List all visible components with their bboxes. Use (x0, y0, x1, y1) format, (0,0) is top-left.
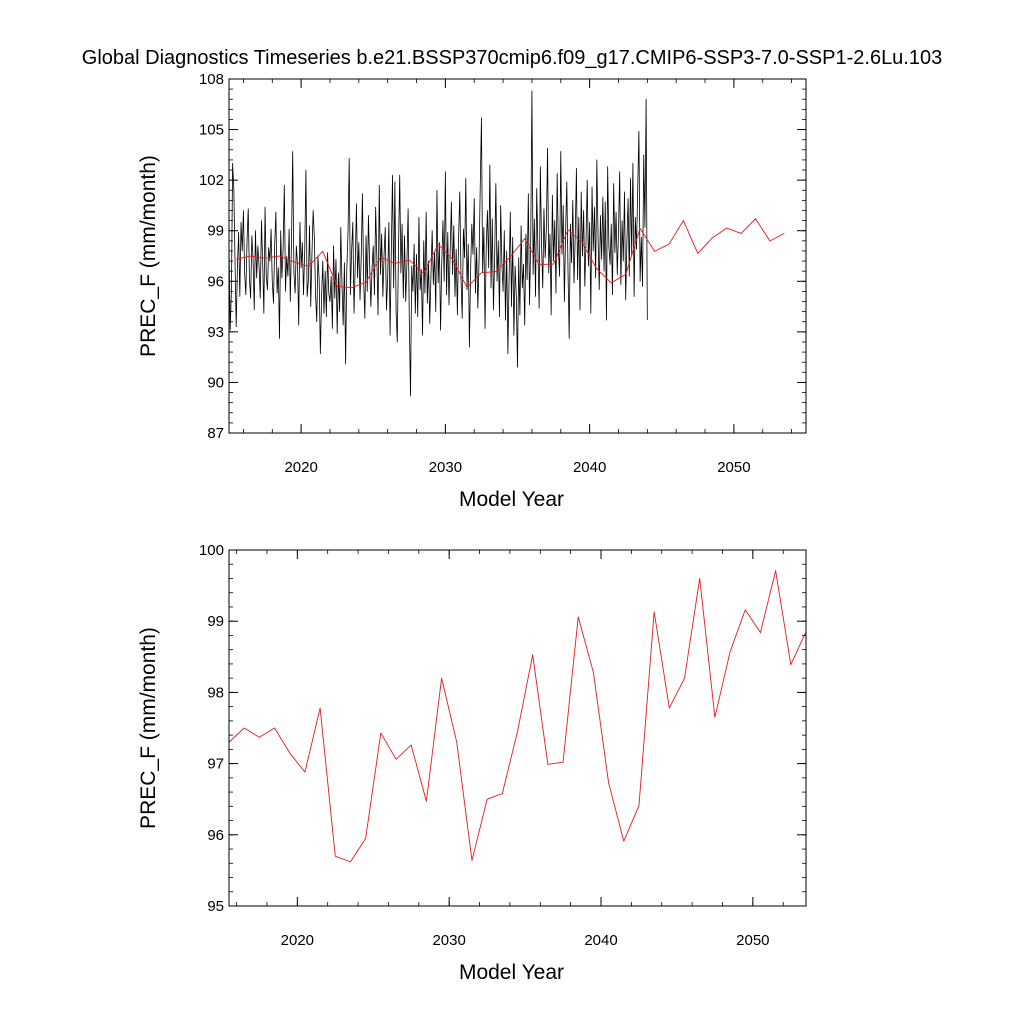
y-axis-label: PREC_F (mm/month) (137, 627, 160, 829)
y-tick-label: 102 (199, 172, 224, 189)
y-tick-label: 96 (207, 827, 224, 844)
x-tick-label: 2030 (429, 459, 462, 476)
annual-mean-series-line (228, 570, 807, 863)
plot-frame (228, 549, 807, 907)
monthly-timeseries-panel: 87 90 93 96 99 102 105 108 2020 2030 2040 2050 Model… (137, 71, 807, 511)
x-tick-label: 2020 (281, 932, 314, 949)
y-tick-label: 98 (207, 684, 224, 701)
y-tick-label: 93 (207, 324, 224, 341)
annual-timeseries-panel: 95 96 97 98 99 100 2020 2030 2040 2050 Model Year P… (137, 542, 807, 984)
y-tick-label: 96 (207, 273, 224, 290)
y-axis-label: PREC_F (mm/month) (137, 155, 160, 357)
x-tick-label: 2030 (432, 932, 465, 949)
x-tick-label: 2050 (717, 459, 750, 476)
figure-title: Global Diagnostics Timeseries b.e21.BSSP… (82, 47, 942, 69)
y-tick-label: 87 (207, 425, 224, 442)
y-tick-label: 100 (199, 542, 224, 559)
y-tick-label: 108 (199, 71, 224, 88)
x-tick-label: 2050 (736, 932, 769, 949)
monthly-series-line (228, 90, 648, 397)
x-tick-label: 2020 (284, 459, 317, 476)
annual-mean-series-line (236, 218, 785, 289)
y-tick-label: 105 (199, 122, 224, 139)
y-tick-label: 95 (207, 898, 224, 915)
y-tick-label: 97 (207, 756, 224, 773)
x-axis-label: Model Year (459, 488, 564, 511)
y-tick-label: 90 (207, 374, 224, 391)
y-tick-label: 99 (207, 223, 224, 240)
x-tick-label: 2040 (584, 932, 617, 949)
plot-frame (228, 78, 807, 434)
x-tick-label: 2040 (573, 459, 606, 476)
y-tick-label: 99 (207, 613, 224, 630)
x-axis-label: Model Year (459, 961, 564, 984)
